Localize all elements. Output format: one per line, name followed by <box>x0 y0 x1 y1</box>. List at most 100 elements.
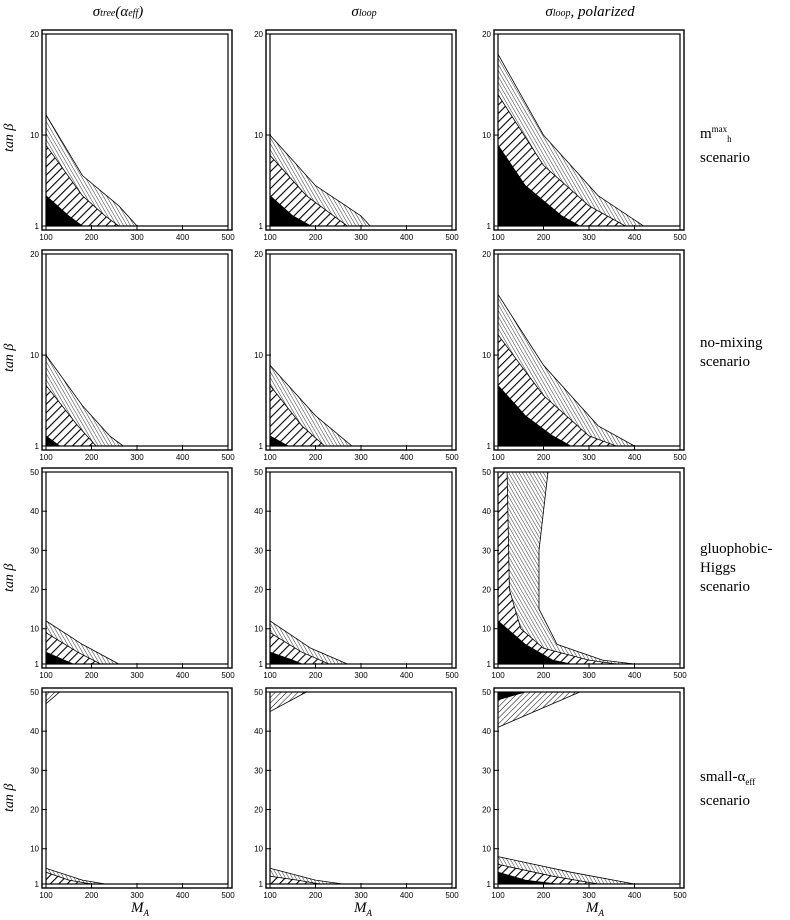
frame-outer <box>265 687 457 889</box>
x-tick-label: 300 <box>582 671 596 680</box>
panel-row1-col1: 100 200 300 400 500 1 10 20 <box>30 29 235 242</box>
row-label-no-mixing: no-mixing scenario <box>700 335 763 370</box>
frame-inner <box>269 691 453 885</box>
x-tick-label: 100 <box>39 453 53 462</box>
y-tick-label: 10 <box>254 351 263 360</box>
x-tick-label: 100 <box>263 453 277 462</box>
x-tick-label: 200 <box>537 671 551 680</box>
x-tick-label: 500 <box>673 891 687 900</box>
y-tick-label: 1 <box>487 222 492 231</box>
x-tick-label: 300 <box>354 671 368 680</box>
y-tick-label: 40 <box>30 507 39 516</box>
panel-row2-col3: 100 200 300 400 500 1 10 20 <box>482 249 687 462</box>
y-tick-label: 50 <box>30 688 39 697</box>
x-tick-label: 500 <box>221 891 235 900</box>
x-tick-label: 400 <box>400 233 414 242</box>
x-tick-label: 200 <box>309 453 323 462</box>
y-tick-label: 30 <box>482 546 491 555</box>
panel-row3-col3: 100 200 300 400 500 1 10 20 30 40 50 <box>482 467 687 680</box>
y-tick-label: 20 <box>30 250 39 259</box>
x-tick-label: 400 <box>400 453 414 462</box>
x-tick-label: 400 <box>400 671 414 680</box>
x-tick-label: 400 <box>628 671 642 680</box>
panel-row2-col1: 100 200 300 400 500 1 10 20 <box>30 249 235 462</box>
column-title-tree: σtree(αeff) <box>92 4 144 20</box>
x-tick-label: 400 <box>628 453 642 462</box>
y-tick-label: 1 <box>487 660 492 669</box>
x-tick-label: 100 <box>491 233 505 242</box>
y-tick-label: 30 <box>482 766 491 775</box>
y-tick-label: 40 <box>482 507 491 516</box>
y-tick-label: 40 <box>254 727 263 736</box>
x-tick-label: 500 <box>673 671 687 680</box>
panel-row4-col1: 100 200 300 400 500 1 10 20 30 40 50 <box>30 687 235 900</box>
x-axis-label-col2: MA <box>354 900 372 918</box>
row-label-small-alpha: small-αeff scenario <box>700 769 756 809</box>
y-tick-label: 1 <box>487 442 492 451</box>
x-tick-label: 500 <box>221 233 235 242</box>
x-tick-label: 500 <box>221 671 235 680</box>
y-tick-label: 1 <box>35 660 40 669</box>
x-tick-label: 200 <box>537 233 551 242</box>
x-tick-label: 200 <box>309 891 323 900</box>
x-tick-label: 200 <box>537 453 551 462</box>
x-tick-label: 500 <box>673 233 687 242</box>
y-tick-label: 10 <box>482 625 491 634</box>
y-tick-label: 50 <box>254 468 263 477</box>
x-tick-label: 300 <box>354 233 368 242</box>
y-tick-label: 20 <box>254 806 263 815</box>
x-tick-label: 100 <box>491 671 505 680</box>
x-tick-label: 400 <box>628 891 642 900</box>
y-tick-label: 10 <box>254 625 263 634</box>
y-tick-label: 50 <box>254 688 263 697</box>
x-tick-label: 100 <box>39 671 53 680</box>
y-tick-label: 50 <box>482 468 491 477</box>
x-tick-label: 300 <box>354 891 368 900</box>
x-tick-label: 300 <box>582 233 596 242</box>
y-tick-label: 40 <box>254 507 263 516</box>
y-tick-label: 20 <box>254 586 263 595</box>
x-tick-label: 400 <box>628 233 642 242</box>
y-tick-label: 1 <box>259 880 264 889</box>
panel-row3-col1: 100 200 300 400 500 1 10 20 30 40 50 <box>30 467 235 680</box>
y-tick-label: 10 <box>30 625 39 634</box>
frame-inner <box>45 471 229 665</box>
y-tick-label: 50 <box>30 468 39 477</box>
y-tick-label: 30 <box>254 766 263 775</box>
column-title-loop-polarized: σloop, polarized <box>545 4 635 20</box>
y-tick-label: 10 <box>482 351 491 360</box>
frame-inner <box>45 691 229 885</box>
x-tick-label: 400 <box>176 671 190 680</box>
x-tick-label: 500 <box>673 453 687 462</box>
y-tick-label: 10 <box>254 845 263 854</box>
y-tick-label: 50 <box>482 688 491 697</box>
y-tick-label: 1 <box>259 222 264 231</box>
x-tick-label: 300 <box>130 233 144 242</box>
x-tick-label: 100 <box>263 233 277 242</box>
panel-row4-col3: 100 200 300 400 500 1 10 20 30 40 50 <box>482 687 687 900</box>
y-tick-label: 20 <box>482 250 491 259</box>
y-tick-label: 10 <box>30 845 39 854</box>
x-tick-label: 500 <box>445 671 459 680</box>
y-tick-label: 1 <box>259 442 264 451</box>
x-tick-label: 300 <box>130 891 144 900</box>
row-label-gluophobic: gluophobic- Higgs scenario <box>700 541 773 595</box>
panel-row2-col2: 100 200 300 400 500 1 10 20 <box>254 249 459 462</box>
x-tick-label: 300 <box>582 891 596 900</box>
x-tick-label: 400 <box>176 453 190 462</box>
x-tick-label: 100 <box>39 891 53 900</box>
y-tick-label: 20 <box>30 586 39 595</box>
y-tick-label: 20 <box>254 30 263 39</box>
region-top-hatch <box>269 691 307 713</box>
panel-row4-col2: 100 200 300 400 500 1 10 20 30 40 50 <box>254 687 459 900</box>
x-tick-label: 200 <box>85 891 99 900</box>
x-tick-label: 500 <box>445 891 459 900</box>
y-tick-label: 1 <box>487 880 492 889</box>
column-title-loop: σloop <box>351 4 377 20</box>
y-tick-label: 20 <box>30 806 39 815</box>
x-tick-label: 500 <box>221 453 235 462</box>
y-tick-label: 1 <box>35 880 40 889</box>
y-tick-label: 10 <box>482 845 491 854</box>
y-tick-label: 20 <box>30 30 39 39</box>
